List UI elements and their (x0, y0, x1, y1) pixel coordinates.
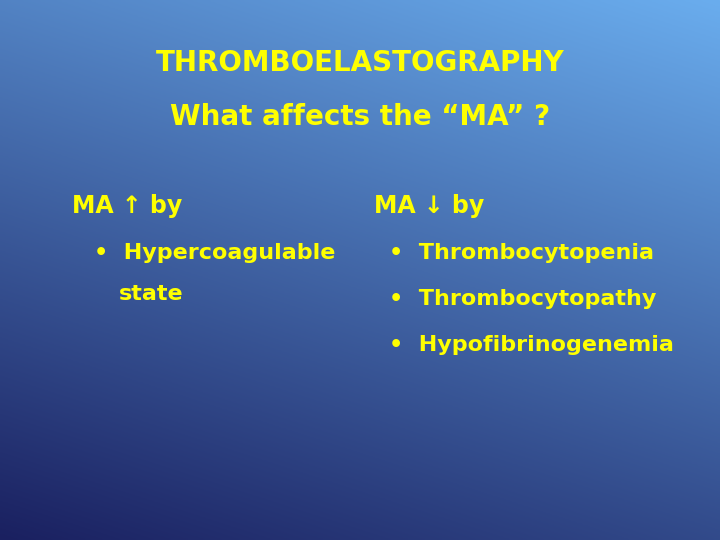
Text: What affects the “MA” ?: What affects the “MA” ? (170, 103, 550, 131)
Text: MA ↓ by: MA ↓ by (374, 194, 485, 218)
Text: •  Thrombocytopenia: • Thrombocytopenia (389, 243, 654, 263)
Text: •  Thrombocytopathy: • Thrombocytopathy (389, 289, 656, 309)
Text: •  Hypercoagulable: • Hypercoagulable (94, 243, 335, 263)
Text: state: state (119, 284, 184, 303)
Text: •  Hypofibrinogenemia: • Hypofibrinogenemia (389, 335, 674, 355)
Text: MA ↑ by: MA ↑ by (72, 194, 182, 218)
Text: THROMBOELASTOGRAPHY: THROMBOELASTOGRAPHY (156, 49, 564, 77)
